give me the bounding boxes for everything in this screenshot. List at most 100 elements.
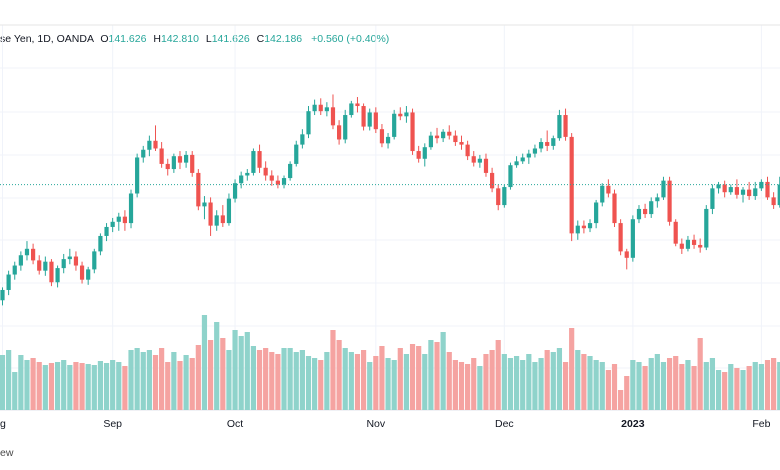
candle-body (477, 158, 482, 163)
candle (55, 265, 60, 288)
candle-body (465, 144, 470, 157)
volume-bar (238, 336, 244, 410)
legend-close-value: 142.186 (264, 33, 303, 45)
candle (92, 248, 97, 274)
candle (373, 107, 378, 134)
volume-bar (287, 348, 293, 410)
volume-bar (703, 362, 709, 410)
candle (673, 219, 678, 247)
volume-bar (201, 315, 208, 410)
legend-change: +0.560 (+0.40%) (311, 33, 390, 45)
candle (532, 144, 538, 158)
candle-body (765, 181, 770, 198)
candle (79, 261, 85, 284)
candle-body (300, 134, 305, 145)
candle-body (294, 144, 299, 164)
x-tick-label: Feb (752, 418, 770, 430)
candle (453, 130, 458, 146)
candle-body (404, 112, 409, 117)
candle (459, 135, 464, 150)
volume-bar (293, 352, 299, 410)
candle (165, 158, 170, 176)
candle (410, 108, 415, 155)
candle-body (208, 202, 213, 226)
candle (0, 287, 5, 306)
candle (379, 124, 385, 148)
candle-body (18, 255, 23, 266)
volume-bar (6, 350, 12, 410)
candle (116, 212, 121, 231)
candle (624, 248, 629, 270)
candle (330, 94, 336, 130)
footer-label[interactable]: ew (0, 447, 14, 459)
candle-body (496, 188, 501, 206)
candle-body (12, 265, 17, 275)
candle-body (0, 289, 5, 301)
x-tick-label: 2023 (621, 418, 645, 430)
volume-bar (152, 355, 159, 410)
x-axis: g Sep Oct Nov Dec 2023 Feb (0, 418, 771, 430)
candle (128, 189, 134, 229)
volume-bar (354, 354, 361, 410)
candle (661, 176, 666, 200)
candle-body (79, 265, 85, 280)
volume-bar (630, 360, 636, 410)
candle-body (538, 142, 544, 149)
candle (704, 205, 709, 251)
candle-body (61, 259, 66, 269)
candle (288, 161, 293, 181)
candle-body (379, 129, 385, 144)
candle (747, 181, 752, 200)
volume-bar (324, 352, 330, 410)
volume-bar (220, 338, 226, 410)
candle (422, 143, 427, 167)
x-tick-label: g (0, 418, 6, 430)
candle-body (532, 148, 538, 154)
volume-bar (771, 358, 777, 410)
candle-body (159, 148, 164, 164)
candle (135, 153, 140, 198)
candle-body (318, 104, 323, 112)
volume-bar (214, 322, 220, 410)
volume-bar (263, 348, 269, 410)
candle-body (691, 239, 697, 245)
candle-body (563, 115, 568, 137)
candle-body (239, 175, 244, 184)
candle-body (269, 175, 274, 181)
candle (526, 149, 531, 164)
candle (147, 135, 152, 157)
candle (447, 125, 452, 140)
candle-body (92, 251, 97, 270)
candle-body (441, 131, 446, 139)
candle (306, 106, 311, 139)
volume-bar (367, 362, 373, 410)
candle (587, 219, 593, 233)
candle-body (281, 178, 287, 185)
candle (153, 125, 158, 152)
candle (545, 130, 550, 152)
candle (667, 176, 672, 226)
candle-body (245, 172, 250, 176)
candle (740, 187, 746, 203)
candle-body (747, 189, 752, 197)
candle (196, 169, 201, 211)
candle (655, 193, 660, 208)
candle-body (649, 201, 654, 215)
volume-bar (666, 358, 673, 410)
candle (753, 181, 758, 200)
candle (275, 175, 280, 189)
candle (73, 251, 79, 271)
candle (251, 148, 256, 176)
candle (508, 162, 513, 190)
volume-bar (764, 360, 771, 410)
candle-body (661, 180, 666, 198)
candle (31, 243, 36, 265)
candle-body (508, 165, 513, 188)
candle-body (679, 243, 684, 249)
candle (404, 106, 409, 123)
volume-bar (12, 372, 18, 410)
candle (392, 109, 397, 140)
candle-body (165, 163, 170, 170)
grid-layer (0, 24, 780, 411)
